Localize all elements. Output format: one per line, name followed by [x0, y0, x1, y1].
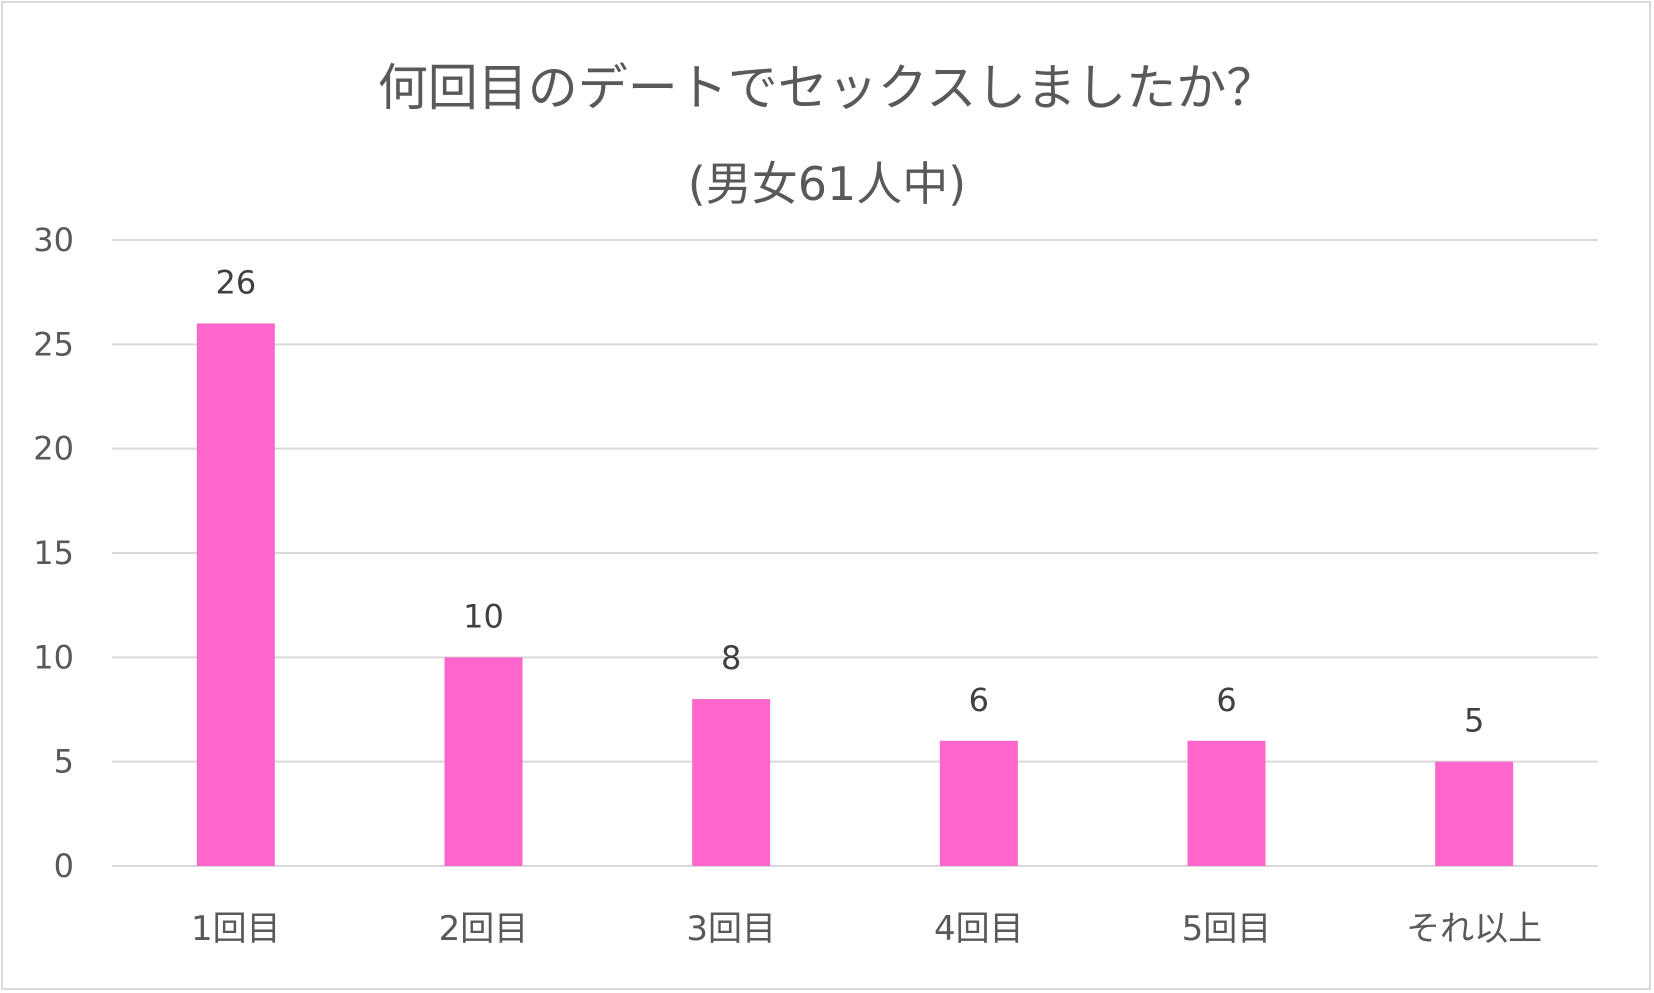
data-label: 26: [215, 263, 256, 301]
category-label: それ以上: [1406, 909, 1542, 949]
data-label: 8: [721, 639, 741, 677]
x-axis-categories: 1回目 2回目 3回目 4回目 5回目 それ以上: [191, 909, 1542, 949]
data-label: 10: [463, 597, 504, 635]
bar-6: [1435, 761, 1514, 866]
y-tick-label: 10: [33, 638, 74, 676]
bars: [196, 323, 1514, 866]
data-labels: 26 10 8 6 6 5: [215, 263, 1484, 739]
bar-2: [444, 657, 523, 866]
chart-subtitle: (男女61人中): [687, 157, 967, 211]
y-tick-label: 15: [33, 534, 74, 572]
category-label: 3回目: [686, 909, 776, 949]
category-label: 5回目: [1182, 909, 1272, 949]
category-label: 2回目: [439, 909, 529, 949]
bar-4: [939, 740, 1018, 866]
y-tick-label: 5: [54, 743, 74, 781]
category-label: 4回目: [934, 909, 1024, 949]
y-axis-ticks: 0 5 10 15 20 25 30: [33, 221, 74, 885]
data-label: 6: [1216, 681, 1236, 719]
y-tick-label: 30: [33, 221, 74, 259]
gridlines: [112, 239, 1598, 867]
chart-title: 何回目のデートでセックスしましたか？: [377, 59, 1277, 117]
bar-5: [1187, 740, 1266, 866]
y-tick-label: 0: [54, 847, 74, 885]
y-tick-label: 20: [33, 430, 74, 468]
y-tick-label: 25: [33, 325, 74, 363]
bar-3: [692, 699, 771, 866]
category-label: 1回目: [191, 909, 281, 949]
bar-1: [196, 323, 275, 866]
data-label: 6: [969, 681, 989, 719]
data-label: 5: [1464, 702, 1484, 740]
